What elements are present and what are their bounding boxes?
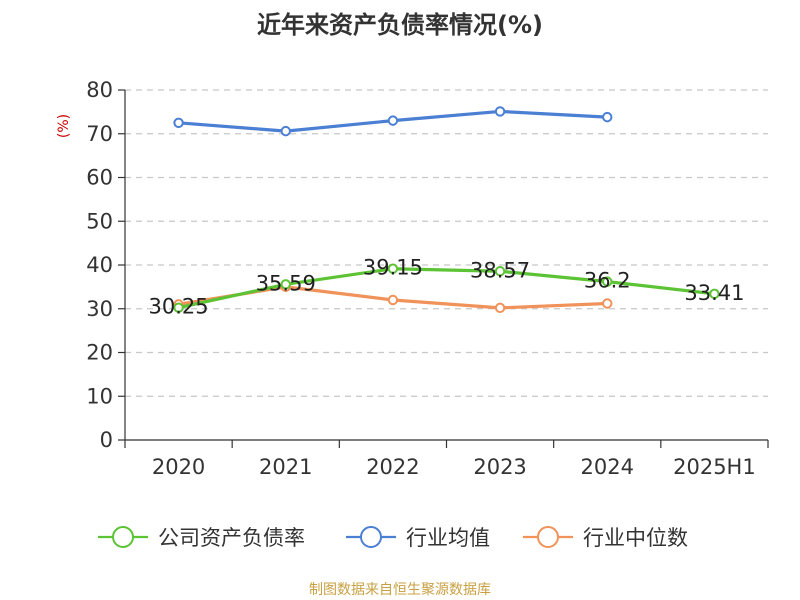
legend-marker — [360, 526, 382, 548]
data-point — [494, 266, 506, 277]
y-axis-label: (%) — [56, 114, 72, 138]
data-labels: 30.25 35.59 39.15 38.57 36.2 33.41 — [149, 256, 745, 319]
data-point — [602, 276, 613, 287]
y-tick-label: 10 — [86, 384, 113, 408]
data-point — [280, 279, 291, 290]
data-label: 35.59 — [256, 271, 316, 295]
x-tick-label: 2022 — [366, 455, 419, 479]
data-label: 36.2 — [584, 269, 631, 293]
data-point — [602, 298, 613, 309]
legend[interactable]: 公司资产负债率 行业均值 行业中位数 — [98, 526, 688, 550]
tick-labels: 0 10 20 30 40 50 60 70 80 2020 2021 2022 2023 2024 202… — [86, 78, 755, 479]
series-line — [178, 267, 715, 310]
y-tick-label: 70 — [86, 122, 113, 146]
y-tick-label: 0 — [100, 428, 113, 452]
y-tick-label: 20 — [86, 341, 113, 365]
source-note: 制图数据来自恒生聚源数据库 — [309, 582, 491, 598]
data-point — [387, 263, 399, 274]
axes — [118, 89, 769, 448]
data-point — [387, 115, 399, 126]
data-point — [494, 106, 506, 117]
data-point — [173, 302, 184, 313]
data-point — [387, 294, 399, 306]
x-tick-label: 2021 — [259, 455, 312, 479]
data-label: 39.15 — [363, 256, 423, 280]
y-tick-label: 30 — [86, 297, 113, 321]
y-tick-label: 40 — [86, 253, 113, 277]
data-label: 30.25 — [149, 295, 209, 319]
legend-marker — [112, 526, 134, 548]
x-tick-label: 2023 — [473, 455, 526, 479]
x-tick-label: 2020 — [152, 455, 205, 479]
y-tick-label: 50 — [86, 209, 113, 233]
y-tick-label: 80 — [86, 78, 113, 102]
x-tick-label: 2025H1 — [673, 455, 756, 479]
data-label: 33.41 — [684, 281, 744, 305]
data-point — [173, 117, 184, 129]
y-tick-label: 60 — [86, 166, 113, 190]
legend-marker — [537, 526, 559, 548]
series-layer — [173, 106, 720, 314]
data-point — [709, 288, 720, 300]
legend-label: 行业均值 — [406, 526, 490, 550]
data-point — [602, 111, 613, 123]
data-label: 38.57 — [470, 258, 530, 282]
chart-title: 近年来资产负债率情况(%) — [257, 11, 543, 39]
legend-label: 行业中位数 — [583, 526, 688, 550]
data-point — [280, 125, 291, 137]
legend-label: 公司资产负债率 — [158, 526, 305, 550]
grid-lines — [125, 89, 768, 397]
x-tick-label: 2024 — [581, 455, 634, 479]
data-point — [494, 302, 506, 314]
